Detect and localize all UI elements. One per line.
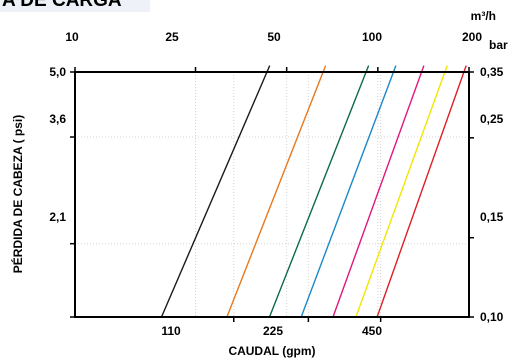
series-line-2 bbox=[226, 65, 327, 318]
y-tick-label: 5,0 bbox=[49, 65, 66, 79]
x2-tick-label: 10 bbox=[65, 30, 79, 44]
y-tick-label: 3,6 bbox=[49, 112, 66, 126]
x2-tick-label: 50 bbox=[267, 30, 281, 44]
title-band: A DE CARGA bbox=[0, 0, 150, 12]
y2-tick-label: 0,10 bbox=[480, 310, 504, 324]
x2-axis-unit: m³/h bbox=[471, 9, 496, 23]
page-title: A DE CARGA bbox=[2, 0, 122, 11]
series-line-7 bbox=[376, 65, 467, 318]
y2-tick-label: 0,25 bbox=[480, 112, 504, 126]
y-tick-label: 2,1 bbox=[49, 210, 66, 224]
series-line-5 bbox=[332, 65, 425, 318]
series-line-3 bbox=[268, 65, 370, 318]
x-tick-label: 110 bbox=[161, 324, 181, 338]
tick-marks bbox=[70, 67, 474, 322]
y-axis-title: PÉRDIDA DE CABEZA ( psi) bbox=[10, 115, 25, 273]
plot-frame bbox=[74, 71, 470, 318]
series-line-4 bbox=[300, 65, 397, 318]
x-tick-label: 225 bbox=[263, 324, 283, 338]
series-line-6 bbox=[355, 65, 448, 318]
grid bbox=[74, 71, 470, 317]
y2-axis-unit: bar bbox=[489, 38, 508, 52]
x-axis-title: CAUDAL (gpm) bbox=[228, 344, 315, 358]
series-lines bbox=[160, 65, 467, 318]
x-tick-label: 450 bbox=[362, 324, 382, 338]
y2-tick-label: 0,15 bbox=[480, 210, 504, 224]
series-line-1 bbox=[160, 65, 271, 318]
y2-tick-label: 0,35 bbox=[480, 65, 504, 79]
x2-tick-label: 25 bbox=[165, 30, 179, 44]
x2-tick-label: 100 bbox=[362, 30, 382, 44]
x2-tick-label: 200 bbox=[462, 30, 482, 44]
